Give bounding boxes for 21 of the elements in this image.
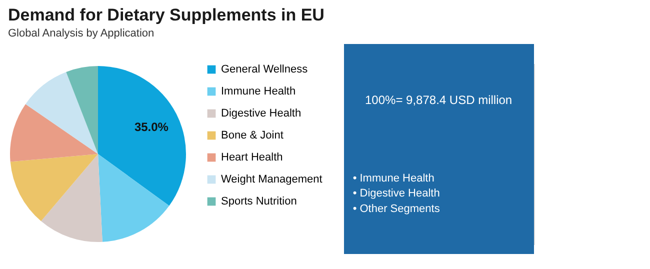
legend-label: General Wellness xyxy=(221,64,308,76)
chart-title: Demand for Dietary Supplements in EU xyxy=(8,6,324,24)
chart-subtitle: Global Analysis by Application xyxy=(8,28,154,40)
pie-slice xyxy=(98,66,186,206)
legend-label: Heart Health xyxy=(221,152,283,164)
data-label: 35.0% xyxy=(134,120,169,134)
pie-slice xyxy=(98,154,170,242)
pie-slice xyxy=(26,72,98,154)
legend-label: Bone & Joint xyxy=(221,130,284,142)
text: • Immune Health xyxy=(352,172,434,184)
legend-label: Weight Management xyxy=(221,174,322,186)
pie-slice xyxy=(10,154,98,222)
text: • Other Segments xyxy=(352,202,440,215)
text: 100%= 9,878.4 USD million xyxy=(365,93,512,107)
pie-slice xyxy=(66,66,98,154)
legend-label: Digestive Health xyxy=(221,108,302,120)
pie-slice xyxy=(41,154,102,242)
text: • Digestive Health xyxy=(352,188,440,200)
pie-slice xyxy=(10,104,98,162)
legend-label: Immune Health xyxy=(221,86,296,98)
legend-label: Sports Nutrition xyxy=(221,196,297,208)
